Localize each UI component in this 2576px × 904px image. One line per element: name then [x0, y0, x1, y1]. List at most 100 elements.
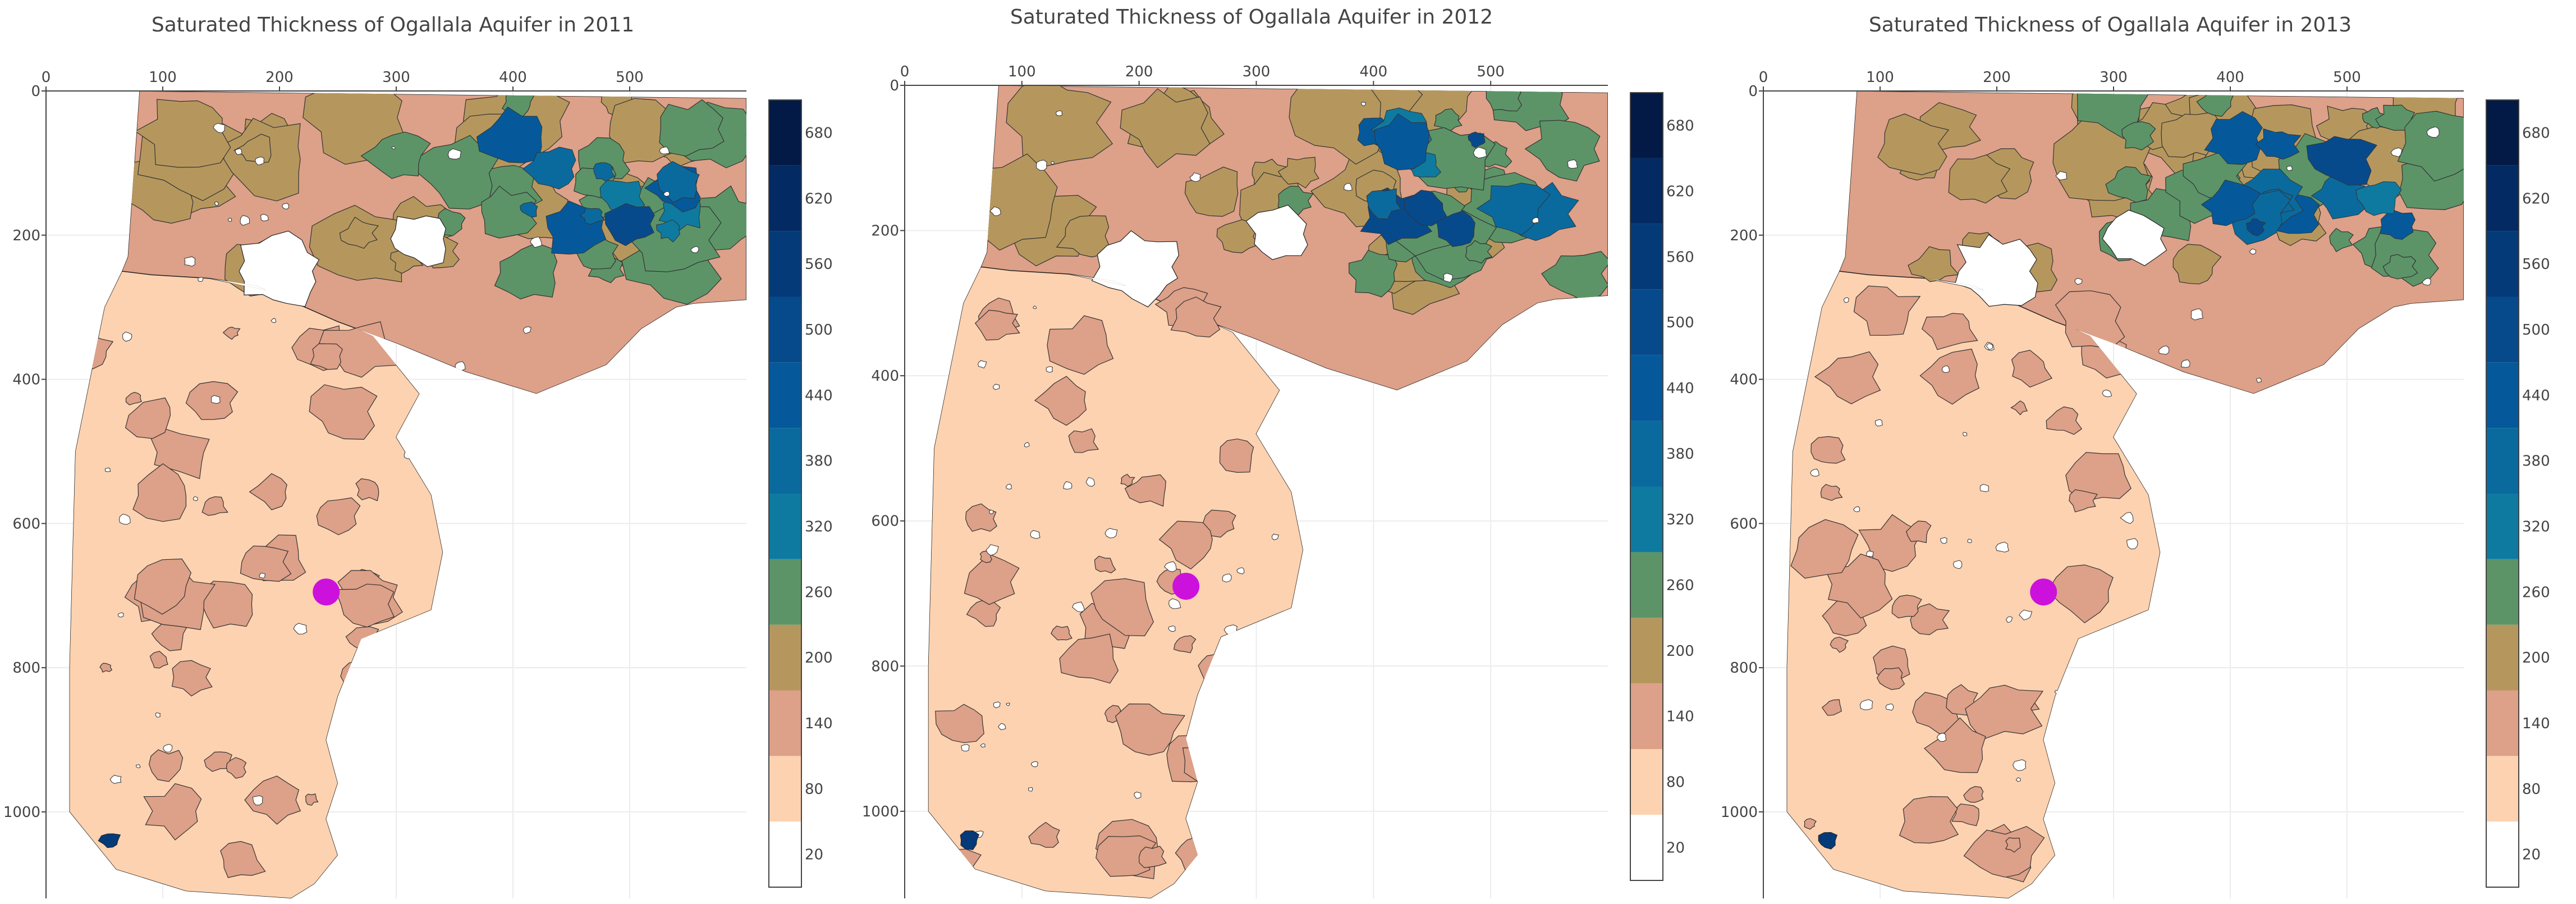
colorbar-label: 680 [805, 125, 833, 141]
contour-hole [163, 743, 173, 752]
contour-hole [1503, 760, 1510, 766]
contour-hole [2357, 833, 2366, 841]
contour-patch [1028, 821, 1060, 848]
contour-hole [2212, 605, 2224, 615]
contour-patch [1436, 211, 1475, 247]
contour-patch [964, 554, 1020, 605]
contour-hole [2292, 862, 2298, 868]
contour-hole [2103, 652, 2110, 658]
river-gap [390, 215, 446, 267]
contour-patch [2172, 244, 2222, 285]
y-tick-label: 400 [12, 372, 40, 389]
contour-hole [2183, 492, 2195, 503]
contour-hole [530, 236, 542, 248]
colorbar-segment [769, 690, 801, 756]
colorbar-label: 80 [805, 781, 823, 798]
contour-hole [1552, 776, 1561, 785]
x-tick-label: 400 [499, 69, 527, 86]
x-tick-label: 300 [2100, 69, 2128, 86]
colorbar-label: 140 [805, 715, 833, 732]
y-tick-label: 600 [871, 513, 899, 530]
contour-plot[interactable]: 0 100 200 300 400 500 0 200 400 600 800 1000 20 80 140… [859, 0, 1717, 904]
contour-patch [1818, 832, 1838, 850]
contour-hole [455, 361, 466, 371]
contour-hole [1056, 110, 1063, 116]
colorbar-segment [1630, 158, 1663, 224]
colorbar-border [1630, 92, 1663, 881]
contour-patch [1403, 190, 1448, 226]
contour-hole [1810, 276, 1817, 282]
colorbar-label: 260 [805, 584, 833, 601]
contour-hole [2175, 415, 2183, 422]
y-tick-label: 600 [1730, 515, 1758, 532]
contour-hole [701, 312, 705, 317]
contour-patch [604, 203, 655, 246]
contour-hole [1979, 483, 1990, 492]
x-tick-label: 500 [1477, 63, 1505, 80]
contour-hole [271, 318, 277, 323]
contour-hole [522, 326, 531, 334]
contour-hole [1495, 619, 1504, 627]
contour-hole [2249, 248, 2257, 255]
contour-patch [1804, 818, 1817, 830]
contour-patch [2382, 254, 2418, 280]
contour-patch [520, 202, 538, 218]
contour-patch [928, 844, 982, 895]
contour-hole [1532, 217, 1539, 223]
contour-hole [117, 612, 124, 618]
contour-patch [2011, 350, 2053, 388]
contour-patch [339, 216, 379, 249]
colorbar-label: 500 [1666, 314, 1694, 331]
contour-hole [618, 784, 622, 788]
contour-hole [2436, 602, 2441, 608]
contour-patch [1433, 108, 1463, 133]
contour-hole [617, 793, 622, 798]
contour-hole [1219, 838, 1227, 844]
contour-patch [1951, 803, 1979, 827]
x-tick-label: 200 [1983, 69, 2011, 86]
contour-hole [1033, 305, 1037, 309]
y-tick-label: 0 [31, 83, 40, 100]
location-marker [1172, 573, 1200, 600]
contour-patch [1899, 796, 1959, 844]
x-tick-label: 100 [1008, 63, 1036, 80]
contour-patch [522, 147, 576, 190]
contour-plot[interactable]: 0 100 200 300 400 500 0 200 400 600 800 1000 20 80 140… [0, 0, 859, 904]
contour-patch [1366, 188, 1402, 220]
colorbar-label: 380 [2522, 453, 2550, 470]
contour-patch [1814, 351, 1881, 404]
contour-hole [255, 156, 265, 166]
contour-plot[interactable]: 0 100 200 300 400 500 0 200 400 600 800 1000 20 80 140… [1717, 0, 2576, 904]
colorbar-segment [2486, 362, 2519, 428]
contour-patch [309, 384, 378, 440]
colorbar-segment [1630, 618, 1663, 684]
contour-hole [1024, 442, 1030, 448]
contour-hole [2286, 165, 2293, 171]
contour-hole [1544, 709, 1553, 717]
contour-hole [1853, 506, 1860, 512]
contour-hole [659, 146, 670, 154]
colorbar-label: 440 [1666, 380, 1694, 397]
y-tick-label: 0 [1748, 83, 1758, 100]
contour-hole [1995, 541, 2009, 553]
contour-hole [2206, 436, 2213, 442]
contour-patch [1120, 473, 1135, 487]
contour-hole [1006, 483, 1012, 490]
contour-hole [2395, 542, 2403, 549]
contour-hole [1967, 538, 1972, 544]
contour-hole [676, 550, 684, 556]
contour-patch [1830, 636, 1849, 653]
x-tick-label: 400 [1360, 63, 1388, 80]
contour-patch [148, 749, 184, 782]
contour-patch [305, 793, 319, 806]
colorbar-label: 620 [2522, 190, 2550, 207]
colorbar-segment [769, 296, 801, 363]
contour-hole [1134, 791, 1142, 799]
colorbar: 20 80 140 200 260 320 380 440 500 560 620 680 [2486, 99, 2550, 888]
contour-hole [235, 148, 242, 156]
contour-hole [1030, 530, 1041, 539]
panel-2011: Saturated Thickness of Ogallala Aquifer … [0, 0, 859, 904]
contour-hole [2190, 308, 2204, 321]
contour-patch [1124, 474, 1166, 507]
contour-patch [171, 660, 213, 697]
